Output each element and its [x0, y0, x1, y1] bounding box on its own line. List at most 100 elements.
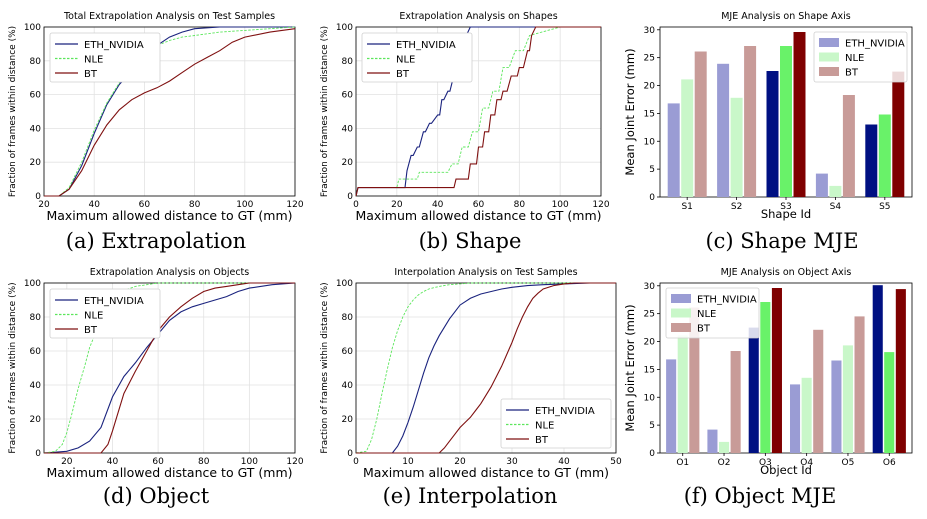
legend-label: ETH_NVIDIA [845, 39, 905, 50]
y-tick-label: 40 [342, 381, 354, 391]
x-tick-label: 0 [353, 457, 359, 467]
x-tick-label: O2 [718, 458, 731, 468]
y-tick-label: 0 [347, 449, 353, 459]
y-tick-label: 80 [342, 57, 354, 67]
legend-label: NLE [84, 311, 103, 322]
bar-bt [793, 32, 806, 197]
legend-box [500, 398, 612, 449]
legend-label: ETH_NVIDIA [697, 295, 757, 306]
y-tick-label: 80 [342, 313, 354, 323]
chart-title: Extrapolation Analysis on Shapes [399, 11, 557, 22]
x-tick-label: 80 [189, 200, 201, 210]
x-tick-label: 20 [391, 200, 403, 210]
y-tick-label: 20 [342, 158, 354, 168]
x-tick-label: 40 [558, 457, 570, 467]
y-tick-label: 15 [644, 109, 655, 119]
y-tick-label: 100 [24, 279, 41, 289]
y-axis-label: Fraction of frames within distance (%) [320, 26, 330, 197]
plot-frame [355, 282, 617, 454]
x-tick-label: 60 [139, 200, 151, 210]
bar-chart-c: MJE Analysis on Shape Axis (c) Shape MJE M… [623, 11, 913, 253]
y-tick-label: 0 [649, 449, 655, 459]
x-axis-label: Shape Id [761, 207, 811, 221]
legend-label: BT [84, 69, 98, 80]
y-tick-label: 60 [30, 91, 42, 101]
legend-swatch [671, 294, 691, 303]
y-tick-label: 20 [30, 415, 42, 425]
y-tick-label: 5 [649, 421, 655, 431]
legend-label: ETH_NVIDIA [84, 296, 144, 307]
legend-label: BT [697, 324, 711, 335]
line-chart-e: Interpolation Analysis on Test Samples (e… [320, 267, 622, 508]
x-tick-label: S2 [731, 202, 742, 212]
bar-nle [829, 185, 842, 197]
x-tick-label: 0 [353, 200, 359, 210]
subfigure-caption: (e) Interpolation [383, 484, 558, 508]
bar-eth-nvidia [667, 103, 680, 197]
y-tick-label: 80 [30, 57, 42, 67]
x-axis-label: Maximum allowed distance to GT (mm) [46, 465, 292, 480]
legend-box [49, 288, 161, 339]
y-tick-label: 0 [35, 192, 41, 202]
bar-nle [780, 46, 792, 197]
x-tick-label: O4 [800, 458, 813, 468]
x-axis-label: Object Id [760, 463, 812, 477]
x-tick-label: S5 [879, 202, 890, 212]
x-tick-label: 80 [198, 457, 210, 467]
chart-title: Interpolation Analysis on Test Samples [394, 267, 577, 278]
y-tick-label: 30 [644, 26, 656, 36]
bar-eth-nvidia [707, 429, 718, 453]
legend-label: ETH_NVIDIA [535, 406, 595, 417]
x-tick-label: 120 [592, 200, 609, 210]
legend-label: NLE [845, 53, 864, 64]
y-tick-label: 30 [644, 282, 656, 292]
legend-label: BT [84, 325, 98, 336]
y-tick-label: 25 [644, 310, 655, 320]
y-axis-label: Fraction of frames within distance (%) [320, 282, 330, 453]
bar-eth-nvidia [831, 360, 842, 453]
y-tick-label: 15 [644, 365, 655, 375]
x-tick-label: 50 [610, 457, 622, 467]
y-tick-label: 25 [644, 54, 655, 64]
bar-eth-nvidia [766, 71, 779, 197]
y-tick-label: 100 [24, 23, 41, 33]
bar-nle [730, 97, 743, 197]
y-tick-label: 60 [30, 347, 42, 357]
x-tick-label: S4 [830, 202, 842, 212]
bar-nle [677, 335, 688, 453]
plot-frame [659, 282, 913, 454]
series-line-nle [355, 26, 601, 197]
legend-label: BT [845, 68, 859, 79]
legend-swatch [819, 38, 839, 47]
bar-chart-f: MJE Analysis on Object Axis (f) Object MJ… [623, 267, 913, 508]
series-line-bt [44, 28, 296, 197]
x-axis-label: Maximum allowed distance to GT (mm) [46, 208, 292, 223]
legend-box [361, 32, 473, 83]
line-chart-a: Total Extrapolation Analysis on Test Sam… [8, 11, 304, 253]
legend-label: NLE [84, 55, 103, 66]
y-axis-label: Fraction of frames within distance (%) [8, 282, 18, 453]
y-axis-label: Fraction of frames within distance (%) [8, 26, 18, 197]
x-tick-label: 100 [241, 457, 258, 467]
x-tick-label: O1 [676, 458, 689, 468]
bar-bt [895, 289, 906, 453]
bar-bt [842, 95, 855, 197]
line-chart-d: Extrapolation Analysis on Objects (d) Obj… [8, 267, 304, 508]
legend-label: NLE [697, 309, 716, 320]
bar-bt [854, 316, 865, 453]
bar-nle [801, 377, 812, 453]
x-tick-label: 20 [61, 457, 73, 467]
subfigure-caption: (d) Object [103, 484, 210, 508]
x-axis-label: Maximum allowed distance to GT (mm) [355, 208, 601, 223]
legend-box [49, 32, 161, 83]
plot-frame [43, 26, 296, 197]
bar-eth-nvidia [872, 285, 883, 453]
x-tick-label: 80 [514, 200, 526, 210]
legend-swatch [819, 52, 839, 62]
bar-nle [681, 79, 694, 197]
bar-eth-nvidia [790, 384, 801, 453]
bar-bt [771, 288, 782, 453]
subfigure-caption: (a) Extrapolation [66, 229, 246, 253]
y-tick-label: 0 [35, 449, 41, 459]
bar-bt [730, 351, 741, 453]
